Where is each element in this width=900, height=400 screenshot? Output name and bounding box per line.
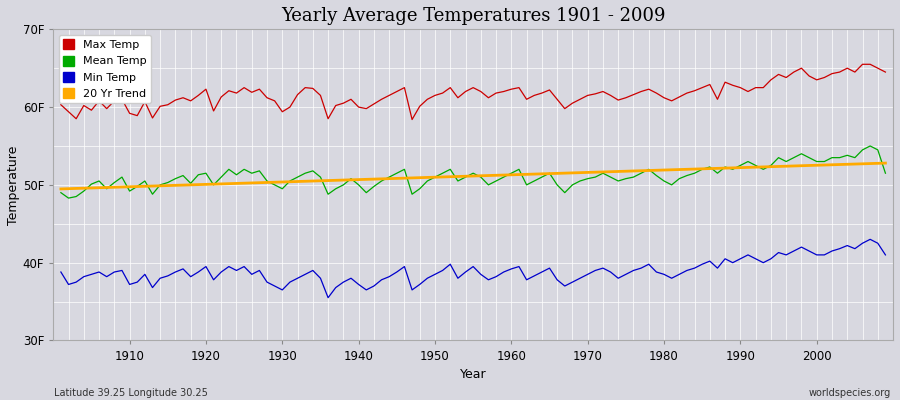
Text: worldspecies.org: worldspecies.org: [809, 388, 891, 398]
Text: Latitude 39.25 Longitude 30.25: Latitude 39.25 Longitude 30.25: [54, 388, 208, 398]
Legend: Max Temp, Mean Temp, Min Temp, 20 Yr Trend: Max Temp, Mean Temp, Min Temp, 20 Yr Tre…: [58, 35, 151, 104]
Title: Yearly Average Temperatures 1901 - 2009: Yearly Average Temperatures 1901 - 2009: [281, 7, 665, 25]
Y-axis label: Temperature: Temperature: [7, 145, 20, 224]
X-axis label: Year: Year: [460, 368, 487, 381]
